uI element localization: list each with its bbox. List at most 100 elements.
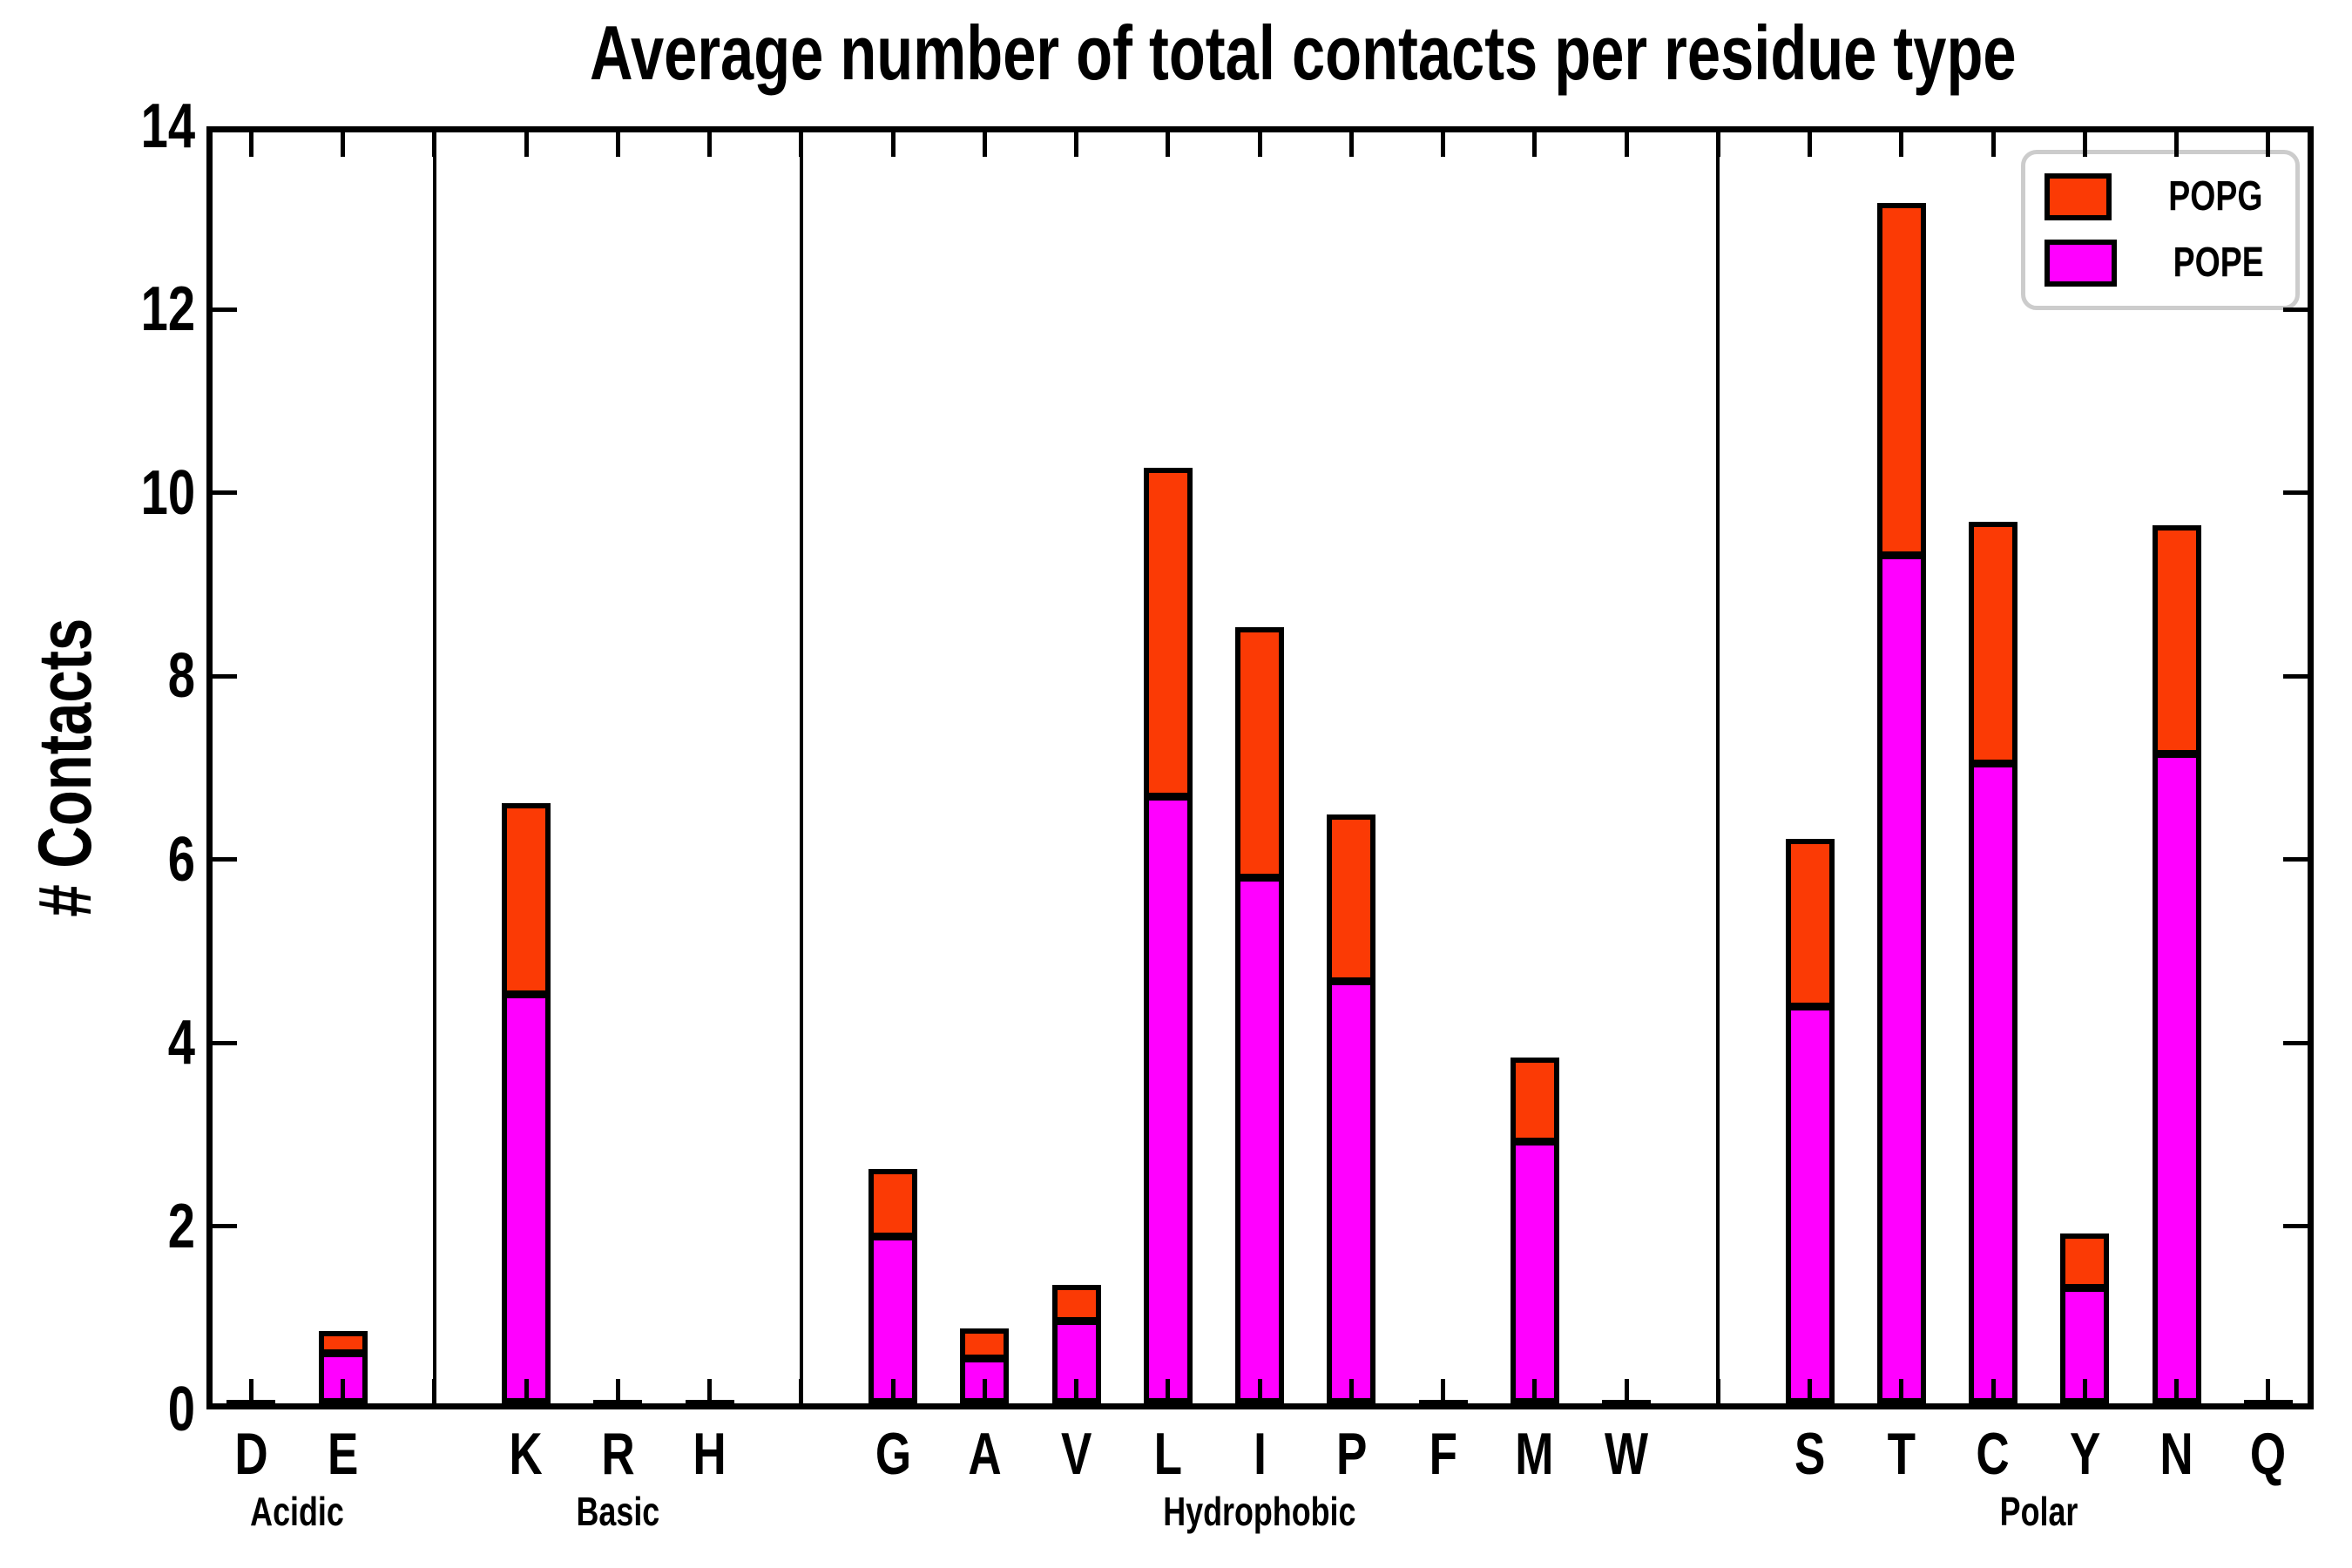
x-tick-label-text: H: [693, 1421, 727, 1487]
y-tick-right: [2283, 1224, 2308, 1229]
x-tick-label-text: S: [1794, 1421, 1826, 1487]
x-tick-top: [1348, 132, 1354, 157]
popg-swatch: [2044, 173, 2112, 220]
bar-Y-pope: [2060, 1287, 2110, 1403]
bar-P-pope: [1327, 980, 1376, 1403]
y-tick-label-0: 0: [64, 1378, 195, 1441]
x-tick-in-bar: [1990, 1379, 1996, 1403]
bar-R: [593, 1400, 643, 1403]
bar-G: [868, 1169, 918, 1403]
x-tick-label-Q: Q: [2223, 1423, 2314, 1484]
y-tick-label-text: 10: [140, 457, 195, 528]
x-tick-label-text: D: [234, 1421, 268, 1487]
x-tick-top: [799, 132, 804, 157]
x-tick-label-K: K: [481, 1423, 571, 1484]
bar-V: [1051, 1285, 1101, 1403]
bar-N-popg: [2152, 525, 2201, 755]
bar-E: [318, 1331, 368, 1403]
y-tick-left: [213, 490, 237, 496]
x-tick-top: [615, 132, 620, 157]
x-tick-label-text: F: [1429, 1421, 1457, 1487]
x-tick-bottom: [2266, 1379, 2271, 1403]
bar-T-popg: [1876, 203, 1926, 557]
x-tick-label-G: G: [848, 1423, 938, 1484]
bar-P-popg: [1327, 814, 1376, 983]
x-tick-label-M: M: [1490, 1423, 1580, 1484]
x-tick-in-bar: [1899, 1379, 1904, 1403]
x-tick-top: [432, 132, 437, 157]
x-tick-label-D: D: [206, 1423, 296, 1484]
y-tick-label-4: 4: [64, 1011, 195, 1074]
x-tick-label-E: E: [298, 1423, 389, 1484]
x-tick-label-text: P: [1335, 1421, 1367, 1487]
legend-row-popg: POPG: [2044, 173, 2276, 220]
bar-I-popg: [1235, 627, 1285, 879]
x-tick-in-bar: [2082, 1379, 2087, 1403]
x-tick-label-text: G: [875, 1421, 911, 1487]
bar-H: [685, 1400, 734, 1403]
bar-N-pope: [2152, 753, 2201, 1403]
bar-I-pope: [1235, 876, 1285, 1403]
x-tick-in-bar: [524, 1379, 529, 1403]
y-tick-label-text: 2: [167, 1191, 195, 1261]
bar-N: [2152, 525, 2201, 1403]
bar-C-pope: [1969, 762, 2018, 1403]
bar-C: [1969, 522, 2018, 1403]
x-tick-top: [1257, 132, 1262, 157]
x-tick-label-text: T: [1887, 1421, 1916, 1487]
bar-Q-sliver: [2243, 1400, 2293, 1403]
y-tick-label-text: 0: [167, 1375, 195, 1444]
group-label-text: Acidic: [250, 1489, 344, 1534]
y-tick-left: [213, 673, 237, 679]
bar-A: [960, 1328, 1010, 1403]
bar-Y: [2060, 1233, 2110, 1403]
x-tick-label-text: K: [509, 1421, 544, 1487]
x-tick-in-bar: [1074, 1379, 1079, 1403]
bar-M-pope: [1510, 1140, 1559, 1403]
bar-M: [1510, 1058, 1559, 1403]
x-tick-label-text: M: [1515, 1421, 1554, 1487]
x-tick-top: [1715, 132, 1720, 157]
group-label-text: Hydrophobic: [1163, 1489, 1356, 1534]
legend-row-pope: POPE: [2044, 240, 2276, 287]
x-tick-top: [1166, 132, 1171, 157]
x-tick-in-bar: [1166, 1379, 1171, 1403]
bar-K: [502, 803, 551, 1403]
bar-T-pope: [1876, 554, 1926, 1403]
bar-S-pope: [1785, 1005, 1835, 1403]
bar-W: [1602, 1400, 1652, 1403]
x-tick-label-H: H: [665, 1423, 755, 1484]
y-tick-right: [2283, 673, 2308, 679]
y-tick-left: [213, 857, 237, 862]
group-label-text: Polar: [1999, 1489, 2078, 1534]
y-tick-right: [2283, 307, 2308, 312]
x-tick-label-text: W: [1605, 1421, 1649, 1487]
x-tick-label-T: T: [1856, 1423, 1947, 1484]
y-tick-left: [213, 307, 237, 312]
bar-R-sliver: [593, 1400, 643, 1403]
x-tick-top: [2082, 132, 2087, 157]
x-tick-bottom: [799, 1379, 804, 1403]
bar-L: [1143, 468, 1193, 1403]
x-tick-label-text: V: [1060, 1421, 1092, 1487]
bar-D-sliver: [226, 1400, 276, 1403]
x-tick-bottom: [432, 1379, 437, 1403]
bar-P: [1327, 814, 1376, 1403]
pope-swatch: [2044, 240, 2117, 287]
x-tick-in-bar: [1808, 1379, 1813, 1403]
bar-L-popg: [1143, 468, 1193, 798]
x-tick-top: [1441, 132, 1446, 157]
bar-F-sliver: [1418, 1400, 1468, 1403]
x-tick-top: [1624, 132, 1629, 157]
legend-label-pope: POPE: [2173, 240, 2264, 286]
y-tick-label-12: 12: [64, 278, 195, 341]
x-tick-label-V: V: [1031, 1423, 1122, 1484]
group-divider-1: [799, 132, 803, 1403]
bar-L-pope: [1143, 795, 1193, 1403]
group-divider-2: [1716, 132, 1720, 1403]
x-tick-label-C: C: [1948, 1423, 2038, 1484]
group-divider-0: [432, 132, 436, 1403]
x-tick-in-bar: [890, 1379, 896, 1403]
x-tick-in-bar: [1348, 1379, 1354, 1403]
